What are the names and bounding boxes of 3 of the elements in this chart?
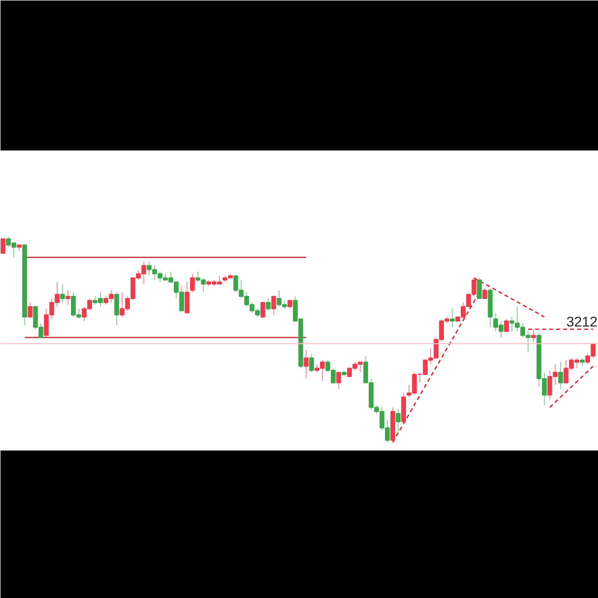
annotation: 3212 <box>566 313 598 330</box>
candlestick <box>0 238 6 254</box>
candlestick <box>260 302 266 318</box>
